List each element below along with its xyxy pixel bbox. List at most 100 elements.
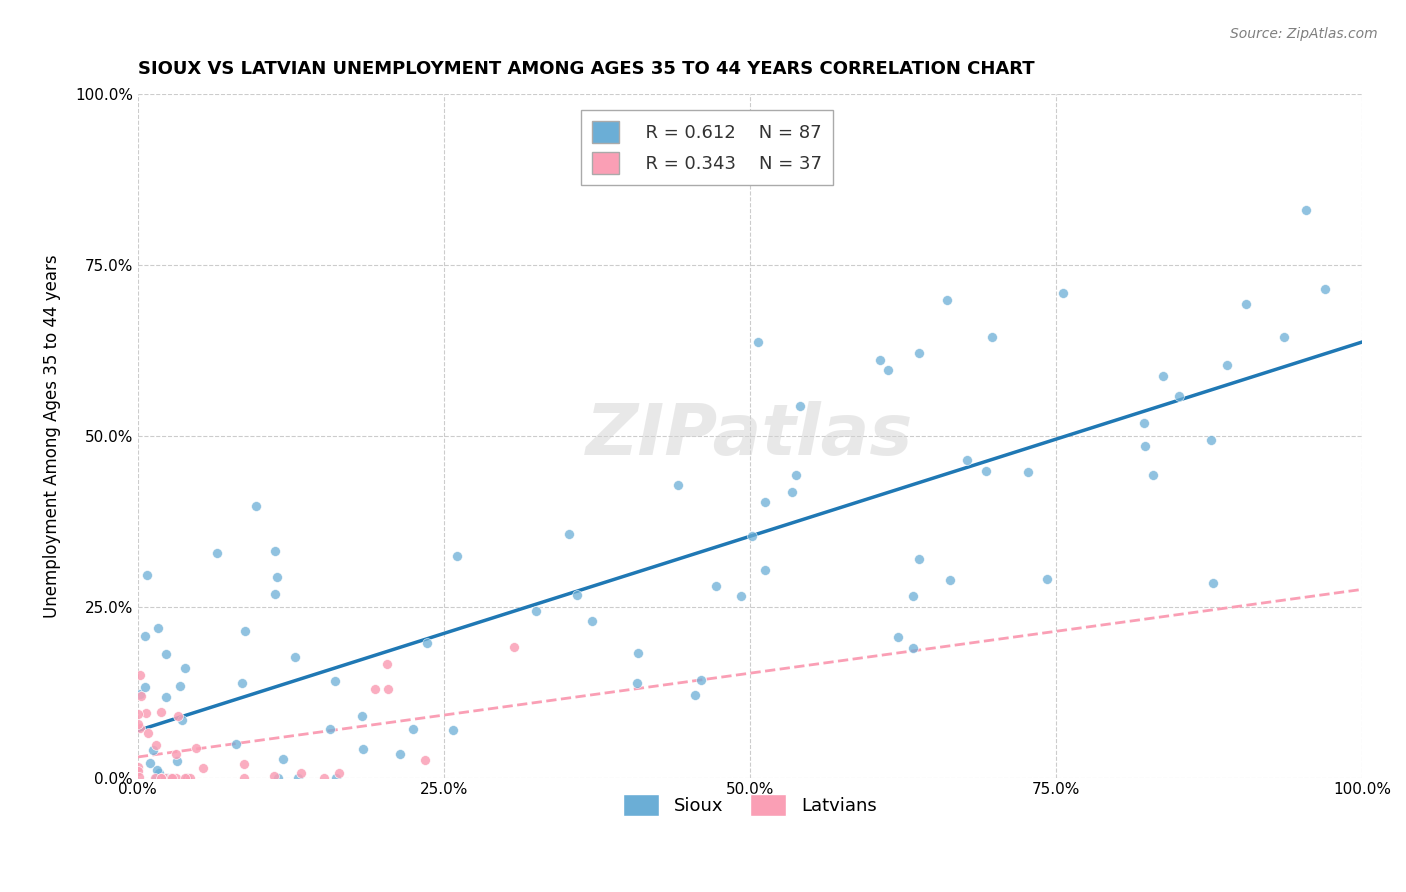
Point	[785, 467, 807, 482]
Point	[565, 588, 588, 602]
Point	[271, 751, 294, 765]
Point	[789, 399, 811, 413]
Point	[149, 771, 172, 785]
Point	[129, 668, 152, 682]
Point	[1202, 576, 1225, 591]
Point	[782, 485, 804, 500]
Point	[1133, 439, 1156, 453]
Point	[1152, 369, 1174, 384]
Point	[1274, 329, 1296, 343]
Point	[325, 771, 347, 785]
Point	[754, 495, 776, 509]
Point	[176, 771, 198, 785]
Point	[1234, 296, 1257, 310]
Point	[754, 563, 776, 577]
Point	[266, 771, 288, 785]
Point	[146, 621, 169, 635]
Point	[741, 529, 763, 543]
Point	[136, 567, 159, 582]
Point	[155, 647, 177, 661]
Point	[186, 741, 208, 756]
Point	[156, 771, 179, 785]
Point	[689, 673, 711, 688]
Point	[155, 771, 177, 785]
Point	[139, 756, 162, 770]
Point	[174, 771, 197, 785]
Point	[364, 682, 387, 697]
Point	[191, 761, 214, 775]
Point	[174, 771, 197, 785]
Legend: Sioux, Latvians: Sioux, Latvians	[616, 787, 884, 823]
Point	[148, 766, 170, 780]
Point	[352, 708, 374, 723]
Point	[869, 352, 891, 367]
Point	[901, 640, 924, 655]
Point	[626, 676, 648, 690]
Point	[127, 764, 149, 779]
Point	[155, 690, 177, 705]
Point	[263, 769, 285, 783]
Point	[143, 771, 166, 785]
Point	[176, 771, 198, 785]
Point	[129, 722, 152, 736]
Point	[150, 771, 173, 785]
Point	[1142, 467, 1164, 482]
Point	[352, 742, 374, 756]
Point	[666, 478, 689, 492]
Point	[388, 747, 411, 761]
Point	[205, 546, 228, 560]
Point	[165, 747, 187, 761]
Point	[1133, 416, 1156, 430]
Point	[245, 499, 267, 513]
Point	[159, 771, 181, 785]
Point	[179, 771, 201, 785]
Point	[166, 755, 188, 769]
Point	[127, 716, 149, 731]
Point	[524, 604, 547, 618]
Point	[558, 527, 581, 541]
Point	[165, 771, 187, 785]
Point	[1199, 434, 1222, 448]
Point	[581, 614, 603, 628]
Point	[134, 681, 156, 695]
Point	[173, 661, 195, 675]
Y-axis label: Unemployment Among Ages 35 to 44 years: Unemployment Among Ages 35 to 44 years	[44, 254, 60, 618]
Point	[264, 587, 287, 601]
Point	[128, 771, 150, 785]
Point	[145, 763, 167, 777]
Point	[980, 330, 1002, 344]
Point	[167, 709, 190, 723]
Point	[446, 549, 468, 563]
Point	[233, 771, 256, 785]
Point	[375, 657, 398, 671]
Point	[683, 688, 706, 702]
Point	[134, 629, 156, 643]
Point	[318, 722, 340, 736]
Point	[129, 687, 152, 701]
Point	[704, 579, 727, 593]
Point	[149, 706, 172, 720]
Point	[1036, 572, 1059, 586]
Point	[1052, 285, 1074, 300]
Point	[901, 589, 924, 603]
Point	[413, 753, 436, 767]
Point	[747, 335, 769, 350]
Point	[290, 765, 312, 780]
Point	[127, 759, 149, 773]
Point	[1017, 465, 1039, 479]
Point	[939, 573, 962, 587]
Point	[377, 682, 399, 697]
Point	[169, 679, 191, 693]
Point	[160, 771, 183, 785]
Point	[284, 649, 307, 664]
Point	[142, 743, 165, 757]
Point	[503, 640, 526, 654]
Point	[150, 771, 173, 785]
Point	[225, 737, 247, 751]
Point	[443, 723, 465, 737]
Point	[127, 707, 149, 722]
Point	[233, 624, 256, 639]
Point	[936, 293, 959, 307]
Point	[887, 631, 910, 645]
Point	[1315, 282, 1337, 296]
